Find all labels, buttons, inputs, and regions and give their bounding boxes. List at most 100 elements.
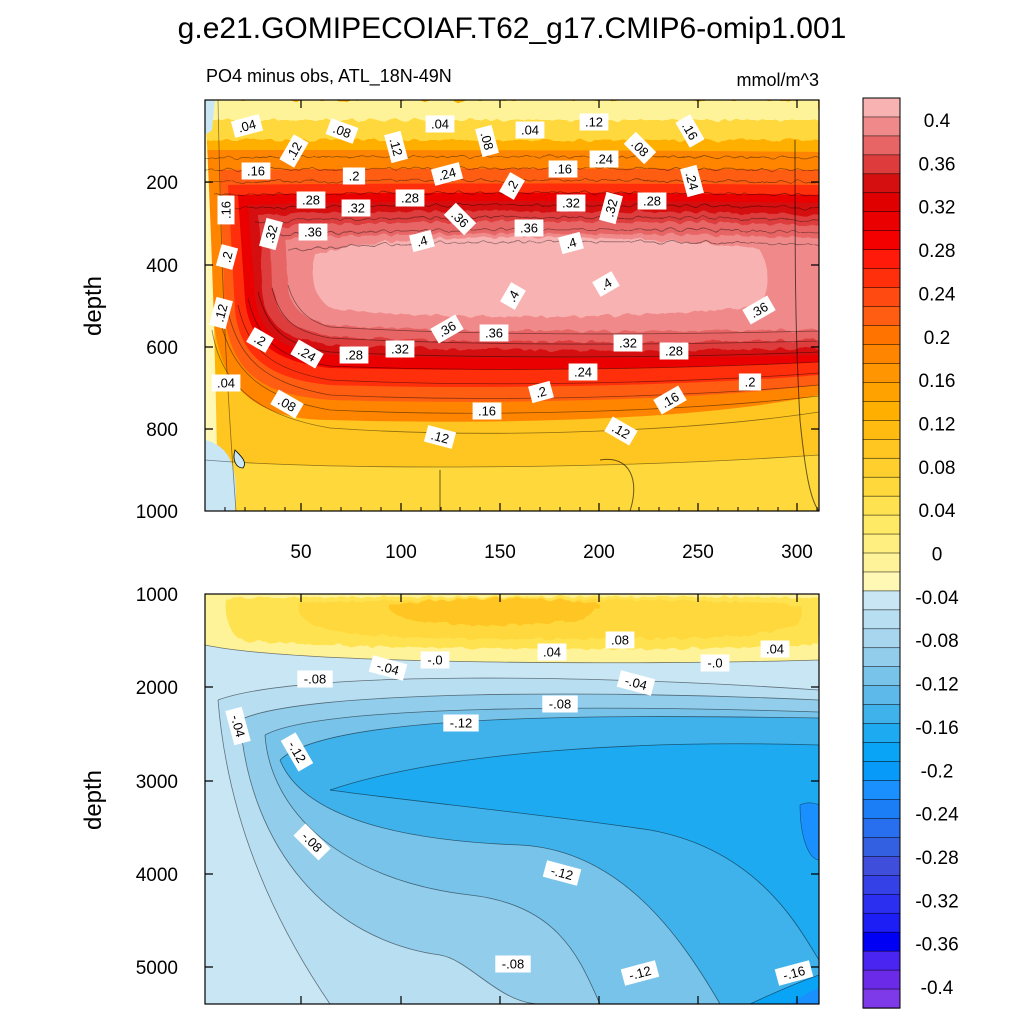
contour-label: .4	[558, 231, 584, 255]
colorbar-segment	[862, 666, 901, 687]
colorbar-tick-label: -0.16	[915, 718, 958, 739]
upper-panel-fill	[205, 100, 819, 511]
colorbar-segment	[862, 894, 901, 914]
contour-label-text: .28	[401, 191, 419, 206]
colorbar-segment	[862, 552, 901, 573]
contour-label: -.0	[420, 651, 450, 669]
panel-subtitle: PO4 minus obs, ATL_18N-49N	[206, 66, 452, 87]
colorbar-segment	[862, 306, 901, 327]
contour-label-box	[558, 231, 584, 255]
contour-label: .24	[430, 162, 464, 186]
contour-label-text: -.04	[228, 713, 248, 739]
colorbar-tick-label: 0.2	[924, 328, 950, 349]
contour-label-text: .04	[431, 117, 449, 132]
colorbar-segment	[862, 439, 901, 459]
contour-label: .28	[339, 346, 369, 364]
contour-label-box	[599, 191, 623, 225]
contour-label-text: .4	[415, 232, 429, 249]
contour-label-box	[499, 172, 525, 200]
y-tick-label: 200	[146, 173, 178, 194]
contour-label: -.08	[293, 823, 331, 861]
x-axis: 50 100 150 200 250 300	[290, 542, 812, 563]
contour-label-box	[241, 162, 271, 180]
contour-label: .04	[760, 640, 790, 658]
contour-label-box	[675, 114, 705, 148]
contour-label-box	[443, 714, 479, 732]
contour-label-text: .12	[386, 136, 405, 157]
contour-label-box	[479, 324, 509, 342]
contour-label: .32	[385, 340, 415, 358]
y-tick-label: 1000	[136, 585, 178, 606]
upper-panel-plot	[204, 99, 820, 512]
contour-label-text: .2	[534, 383, 548, 400]
upper-y-axis: 200 400 600 800 1000	[136, 173, 178, 523]
contour-label-text: .32	[601, 197, 620, 218]
contour-label: .2	[528, 380, 554, 404]
contour-label: .28	[395, 189, 425, 207]
colorbar-segment	[862, 704, 901, 725]
contour-label: .08	[623, 131, 657, 165]
contour-label-box	[579, 113, 609, 131]
lower-contour-labels: .08 .04 .04 -.0 -.04 -.0 -.04 -.08 -.08 -.12 -.04 -…	[225, 631, 814, 986]
contour-label-text: -.12	[627, 963, 653, 983]
contour-label-box	[548, 160, 578, 178]
contour-label-box	[623, 131, 657, 165]
contour-label-box	[568, 363, 598, 381]
contour-label-box	[298, 223, 328, 241]
colorbar-segment	[862, 988, 901, 1009]
colorbar-tick-label: -0.24	[915, 805, 959, 826]
contour-label: .2	[215, 244, 239, 270]
contour-label-text: .04	[766, 642, 784, 657]
contour-label-box	[774, 960, 814, 986]
colorbar-segment	[862, 761, 901, 782]
contour-label-box	[395, 189, 425, 207]
contour-label: .4	[592, 271, 620, 297]
colorbar-segment	[862, 571, 901, 592]
y-tick-label: 2000	[136, 678, 178, 699]
contour-label-text: .28	[345, 348, 363, 363]
colorbar-segment	[862, 875, 901, 895]
contour-label: .32	[259, 217, 283, 251]
contour-label-text: -.04	[375, 658, 401, 678]
contour-label-text: -.12	[450, 716, 472, 731]
colorbar-tick-label: 0.4	[924, 111, 951, 132]
contour-label-box	[325, 118, 359, 144]
contour-label-text: .32	[562, 196, 580, 211]
contour-label-text: -.16	[781, 963, 807, 983]
contour-label: .28	[659, 342, 689, 360]
contour-label: -.04	[225, 706, 251, 746]
contour-label: .12	[579, 113, 609, 131]
contour-label-text: .08	[331, 121, 353, 141]
colorbar-segment	[862, 514, 901, 535]
contour-label-box	[290, 339, 324, 369]
colorbar-segment	[862, 856, 901, 876]
colorbar-segment	[862, 685, 901, 706]
colorbar-segment	[862, 742, 901, 763]
contour-label-text: .04	[236, 116, 257, 135]
contour-label-box	[605, 631, 635, 649]
contour-label-text: .36	[304, 225, 322, 240]
contour-label: -.12	[542, 860, 582, 886]
colorbar-labels: 0.4 0.36 0.32 0.28 0.24 0.2 0.16 0.12 0.08 0.04 0 -…	[915, 111, 959, 999]
contour-label-box	[279, 134, 309, 168]
contour-label-box	[537, 643, 567, 661]
contour-label-box	[259, 217, 283, 251]
contour-label: .32	[599, 191, 623, 225]
colorbar-segment	[862, 363, 901, 384]
contour-label-box	[425, 115, 455, 133]
colorbar-tick-label: -0.2	[921, 761, 954, 782]
contour-label: .36	[298, 223, 328, 241]
colorbar-segment	[862, 230, 901, 251]
contour-label-text: .08	[477, 130, 496, 151]
colorbar-segment	[862, 457, 901, 478]
contour-label: .16	[675, 114, 705, 148]
contour-label-text: .4	[564, 234, 578, 251]
y-tick-label: 5000	[136, 958, 178, 979]
colorbar-tick-label: 0.28	[919, 241, 956, 262]
contour-label: .36	[742, 295, 776, 325]
contour-label: -.16	[774, 960, 814, 986]
contour-label-box	[423, 425, 457, 449]
contour-label: -.12	[443, 714, 479, 732]
colorbar-segment	[862, 382, 901, 402]
contour-label: .12	[423, 425, 457, 449]
